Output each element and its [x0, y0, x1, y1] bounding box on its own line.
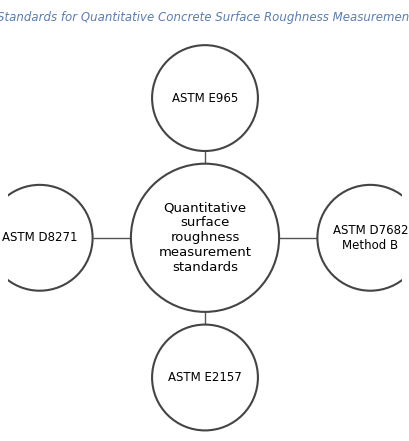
- Circle shape: [0, 185, 92, 291]
- Circle shape: [152, 325, 257, 430]
- Text: ASTM E2157: ASTM E2157: [168, 371, 241, 384]
- Text: ASTM D7682
Method B: ASTM D7682 Method B: [332, 224, 407, 252]
- Text: ASTM E965: ASTM E965: [171, 92, 238, 105]
- Circle shape: [130, 164, 279, 312]
- Text: Quantitative
surface
roughness
measurement
standards: Quantitative surface roughness measureme…: [158, 201, 251, 274]
- Circle shape: [317, 185, 409, 291]
- Text: Standards for Quantitative Concrete Surface Roughness Measurement: Standards for Quantitative Concrete Surf…: [0, 11, 409, 24]
- Text: ASTM D8271: ASTM D8271: [2, 231, 77, 244]
- Circle shape: [152, 45, 257, 151]
